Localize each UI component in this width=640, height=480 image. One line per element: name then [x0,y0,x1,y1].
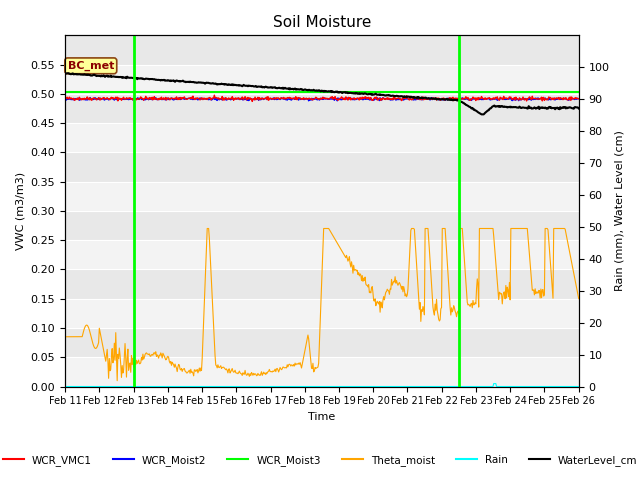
X-axis label: Time: Time [308,412,335,422]
Y-axis label: VWC (m3/m3): VWC (m3/m3) [15,172,25,250]
Bar [65,240,579,269]
Bar [65,299,579,328]
Bar [65,123,579,152]
Bar [65,357,579,386]
Bar [65,181,579,211]
Bar [65,65,579,94]
Title: Soil Moisture: Soil Moisture [273,15,371,30]
Text: BC_met: BC_met [68,60,114,71]
Y-axis label: Rain (mm), Water Level (cm): Rain (mm), Water Level (cm) [615,131,625,291]
Legend: WCR_VMC1, WCR_Moist2, WCR_Moist3, Theta_moist, Rain, WaterLevel_cm: WCR_VMC1, WCR_Moist2, WCR_Moist3, Theta_… [0,451,640,470]
